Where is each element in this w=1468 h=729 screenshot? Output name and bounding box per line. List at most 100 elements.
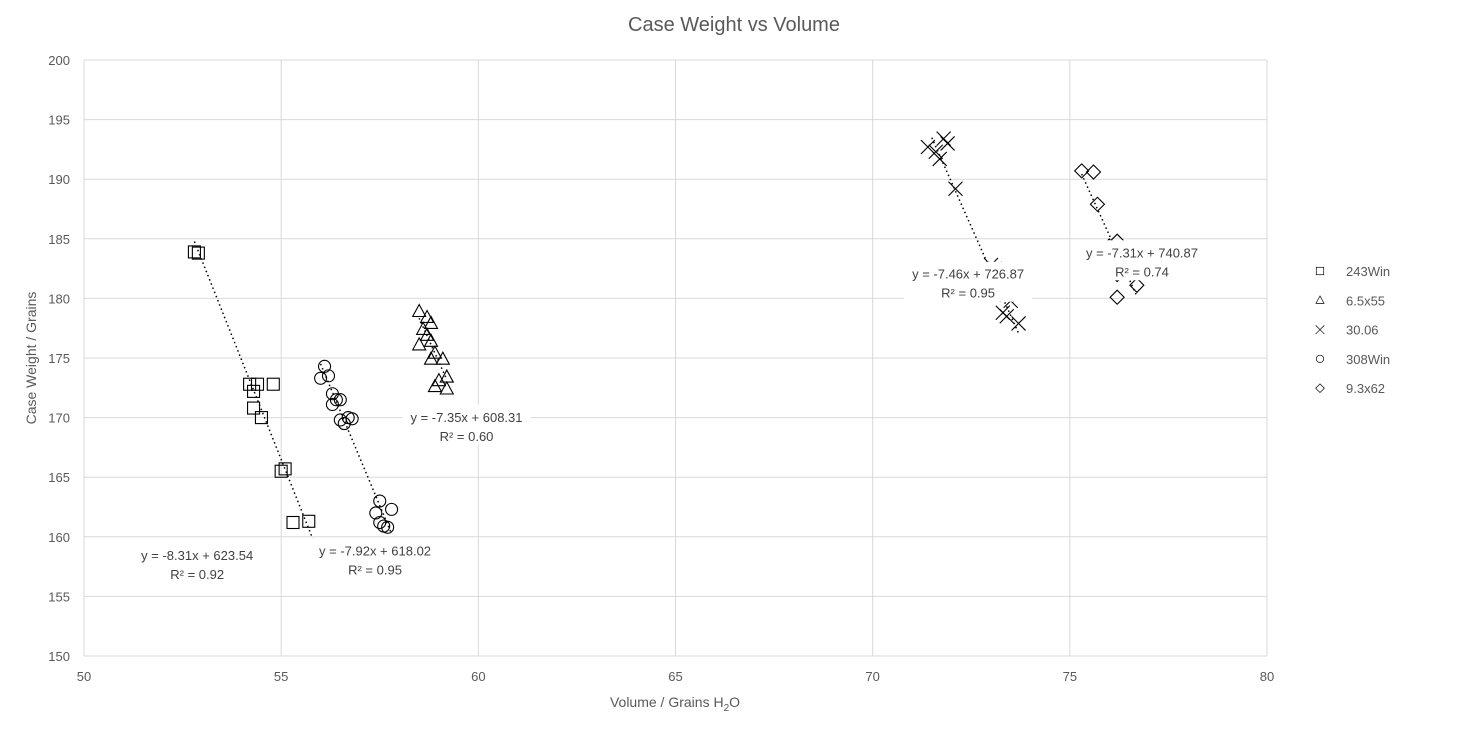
point-6-5x55: [411, 303, 427, 318]
legend-label: 9.3x62: [1346, 381, 1385, 396]
point-9-3x62: [1089, 196, 1106, 213]
legend: 243Win 6.5x55 30.06 308Win 9.3x62: [1315, 264, 1390, 396]
equation-text: y = -8.31x + 623.54: [141, 548, 253, 563]
y-tick-label: 185: [48, 232, 70, 247]
point-243win: [243, 377, 257, 391]
legend-marker-9-3x62: [1315, 383, 1325, 394]
point-308win: [385, 502, 399, 516]
x-axis-title-main: Volume / Grains H: [610, 694, 724, 710]
x-tick-label: 70: [865, 669, 879, 684]
legend-marker-243win: [1315, 266, 1325, 276]
y-tick-label: 180: [48, 291, 70, 306]
legend-marker: [1315, 354, 1325, 363]
legend-marker-6-5x55: [1315, 295, 1325, 304]
point-30-06: [999, 308, 1015, 324]
point-9-3x62: [1109, 289, 1125, 305]
equation-6-5x55: y = -7.35x + 608.31 R² = 0.60: [402, 404, 531, 445]
point-30-06: [932, 151, 948, 167]
x-axis-title-suffix: O: [729, 694, 740, 710]
equation-text: y = -7.92x + 618.02: [319, 543, 431, 558]
legend-marker-308win: [1315, 354, 1325, 363]
point-6-5x55: [419, 327, 435, 341]
point-243win: [274, 464, 288, 478]
legend-label: 243Win: [1346, 264, 1390, 279]
legend-entry-243win: 243Win: [1315, 264, 1390, 279]
equation-243win: y = -8.31x + 623.54 R² = 0.92: [133, 543, 262, 584]
equation-background: [402, 404, 531, 445]
y-tick-label: 155: [48, 589, 70, 604]
equation-9-3x62: y = -7.31x + 740.87 R² = 0.74: [1077, 240, 1206, 281]
legend-marker: [1315, 325, 1325, 335]
point-243win: [266, 377, 280, 391]
point-243win: [250, 377, 265, 391]
point-30-06: [920, 139, 936, 155]
x-tick-label: 60: [471, 669, 485, 684]
point-308win: [321, 369, 336, 383]
point-243win: [187, 245, 201, 259]
point-9-3x62: [1073, 163, 1090, 179]
point-308win: [314, 371, 328, 385]
point-9-3x62: [1129, 277, 1145, 294]
gridlines: [83, 59, 1268, 657]
point-6-5x55: [411, 336, 427, 351]
legend-marker: [1315, 383, 1325, 394]
equation-30-06: y = -7.46x + 726.87 R² = 0.95: [904, 261, 1033, 302]
point-6-5x55: [427, 345, 443, 359]
point-243win: [302, 514, 316, 528]
point-243win: [247, 384, 261, 398]
x-tick-label: 65: [668, 669, 682, 684]
equation-text: y = -7.31x + 740.87: [1086, 245, 1198, 260]
r-squared-text: R² = 0.60: [440, 429, 494, 444]
point-308win: [373, 515, 387, 530]
point-243win: [286, 515, 300, 530]
point-30-06: [936, 131, 952, 147]
x-axis-title: Volume / Grains H2O: [610, 694, 740, 714]
point-308win: [373, 494, 387, 508]
point-30-06: [1011, 316, 1026, 331]
point-6-5x55: [427, 378, 443, 393]
tick-labels: 150 155 160 165 170 175 180 185 190 195 200 50 55 60 6…: [48, 53, 1274, 684]
x-tick-label: 75: [1063, 669, 1077, 684]
point-308win: [381, 520, 395, 534]
equation-text: y = -7.46x + 726.87: [912, 267, 1024, 282]
y-tick-label: 150: [48, 649, 70, 664]
legend-marker: [1315, 295, 1325, 304]
point-30-06: [940, 136, 955, 151]
chart-title: Case Weight vs Volume: [628, 14, 840, 36]
y-tick-label: 170: [48, 411, 70, 426]
point-308win: [333, 413, 347, 427]
equation-308win: y = -7.92x + 618.02 R² = 0.95: [311, 538, 440, 579]
point-243win: [254, 411, 268, 425]
point-308win: [333, 393, 347, 407]
y-tick-label: 200: [48, 53, 70, 68]
x-tick-label: 80: [1260, 669, 1274, 684]
r-squared-text: R² = 0.95: [941, 286, 995, 301]
y-axis-title: Case Weight / Grains: [23, 292, 39, 425]
r-squared-text: R² = 0.95: [348, 562, 402, 577]
legend-label: 6.5x55: [1346, 293, 1385, 308]
trendline-30-06: [931, 137, 1020, 334]
legend-marker: [1315, 266, 1325, 276]
legend-entry-308win: 308Win: [1315, 352, 1390, 367]
point-6-5x55: [431, 372, 447, 387]
y-tick-label: 190: [48, 172, 70, 187]
equation-background: [904, 261, 1033, 302]
trendline-equations: y = -8.31x + 623.54 R² = 0.92 y = -7.35x +…: [133, 240, 1206, 584]
y-tick-label: 165: [48, 470, 70, 485]
trendline-308win: [319, 363, 393, 535]
trendline-243win: [193, 241, 314, 539]
legend-entry-30-06: 30.06: [1315, 323, 1379, 338]
r-squared-text: R² = 0.74: [1115, 264, 1169, 279]
y-tick-label: 195: [48, 113, 70, 128]
point-243win: [191, 246, 205, 260]
point-9-3x62: [1085, 164, 1102, 180]
data-points: [187, 131, 1145, 534]
legend-entry-9-3x62: 9.3x62: [1315, 381, 1385, 396]
point-6-5x55: [419, 309, 435, 324]
trendlines: [193, 137, 1138, 539]
point-30-06: [928, 144, 944, 160]
equation-background: [1077, 240, 1206, 281]
point-6-5x55: [423, 315, 439, 329]
